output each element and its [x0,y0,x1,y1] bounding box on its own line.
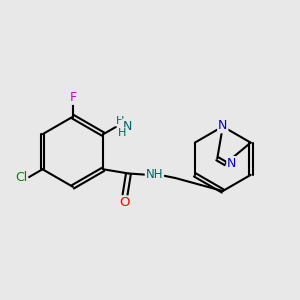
Text: N: N [218,119,227,132]
Text: NH: NH [146,168,163,181]
Text: F: F [69,91,76,104]
Text: Cl: Cl [15,171,27,184]
Text: N: N [227,157,237,170]
Text: H: H [118,128,127,138]
Text: H: H [116,116,124,126]
Text: N: N [122,120,132,133]
Text: O: O [120,196,130,209]
